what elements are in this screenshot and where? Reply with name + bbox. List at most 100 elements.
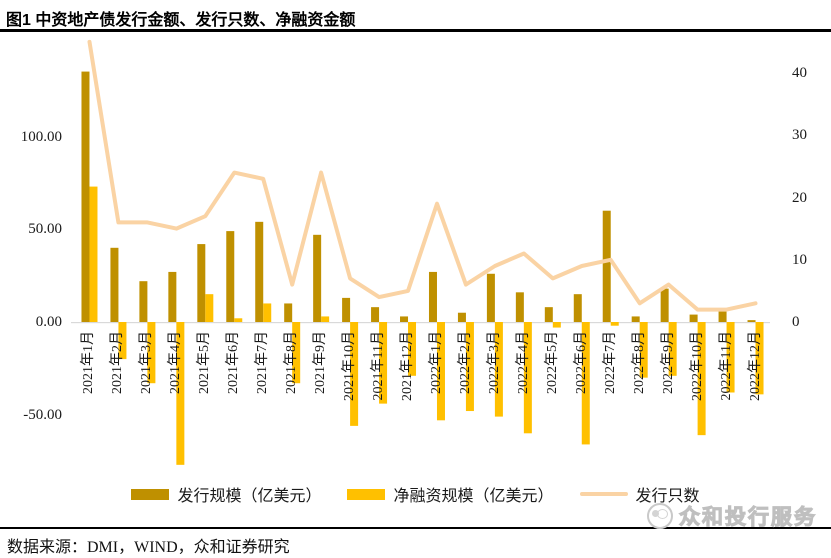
net-financing-bar [668, 322, 677, 376]
data-source-note: 数据来源：DMI，WIND，众和证券研究 [7, 539, 290, 556]
issuance-bar [718, 309, 727, 322]
x-axis-label: 2022年2月 [457, 331, 473, 394]
net-financing-bar [494, 322, 503, 417]
x-axis-label: 2022年3月 [486, 331, 502, 394]
issuance-bar [689, 314, 698, 322]
right-axis-tick: 20 [792, 189, 807, 206]
x-axis-label: 2021年4月 [168, 331, 184, 394]
left-axis-tick: 100.00 [20, 128, 62, 145]
net-financing-bar [263, 303, 272, 322]
net-financing-bar [697, 322, 706, 436]
footer-rule [0, 527, 831, 529]
x-axis-label: 2022年10月 [689, 331, 705, 401]
x-axis-label: 2022年9月 [660, 331, 676, 394]
x-axis-label: 2022年5月 [544, 331, 560, 394]
issuance-bar [486, 273, 495, 322]
net-financing-bar [726, 322, 735, 393]
issuance-bar [400, 316, 409, 322]
net-financing-bar [755, 322, 764, 395]
net-financing-bar [118, 322, 127, 360]
net-financing-bar [147, 322, 156, 384]
x-axis-label: 2021年6月 [226, 331, 242, 394]
legend-item-issue-count: 发行只数 [579, 482, 700, 506]
net-financing-bar [465, 322, 474, 412]
net-financing-bar [610, 322, 619, 326]
zhonghe-watermark-text: 众和投行服务 [679, 506, 817, 530]
issuance-bar [110, 247, 119, 322]
issuance-bar [457, 312, 466, 322]
issuance-bar [544, 307, 553, 322]
x-axis-label: 2022年7月 [602, 331, 618, 394]
x-axis-label: 2022年8月 [631, 331, 647, 394]
issuance-bar [313, 234, 322, 322]
x-axis-label: 2022年12月 [747, 331, 763, 401]
issuance-bar [515, 292, 524, 322]
net-financing-bar [552, 322, 561, 328]
issuance-bar [81, 71, 90, 322]
x-axis-label: 2021年2月 [110, 331, 126, 394]
legend-item-net-financing: 净融资规模（亿美元） [347, 482, 554, 506]
title-underline [0, 29, 831, 32]
legend-label-issuance: 发行规模（亿美元） [177, 488, 322, 505]
x-axis-label: 2021年8月 [284, 331, 300, 394]
zhonghe-logo-icon [647, 503, 673, 529]
x-axis-label: 2022年11月 [718, 331, 734, 401]
legend-label-net-financing: 净融资规模（亿美元） [393, 488, 554, 505]
x-axis-label: 2021年11月 [371, 331, 387, 401]
x-axis-label: 2022年6月 [573, 331, 589, 394]
issuance-bar [226, 231, 235, 322]
issuance-bar [747, 320, 756, 322]
net-financing-bar [205, 294, 214, 322]
issuance-bar [371, 307, 380, 322]
issue-count-line [87, 39, 758, 312]
issuance-bar [631, 316, 640, 322]
zero-axis-line [71, 322, 770, 324]
x-axis-label: 2022年1月 [428, 331, 444, 394]
x-axis-label: 2021年12月 [400, 331, 416, 401]
net-financing-bar [639, 322, 648, 378]
issuance-bar [284, 303, 293, 322]
net-financing-bar [436, 322, 445, 421]
issuance-bar [602, 210, 611, 322]
issuance-bar [573, 294, 582, 322]
net-financing-bar [321, 316, 330, 322]
net-financing-bar [292, 322, 301, 384]
left-axis-tick: 0.00 [35, 314, 62, 330]
net-financing-bar [234, 318, 243, 322]
net-financing-bar [176, 322, 185, 465]
x-axis-label: 2021年10月 [342, 331, 358, 401]
chart-legend: 发行规模（亿美元） 净融资规模（亿美元） 发行只数 [0, 482, 831, 506]
issuance-bar [197, 244, 206, 322]
x-axis-label: 2021年7月 [255, 331, 271, 394]
net-financing-bar [581, 322, 590, 445]
issuance-bar-swatch [131, 488, 170, 500]
x-axis-label: 2022年4月 [515, 331, 531, 394]
net-financing-bar [523, 322, 532, 434]
x-axis-label: 2021年5月 [197, 331, 213, 394]
right-axis-tick: 10 [792, 251, 807, 268]
issuance-bar [660, 288, 669, 322]
issuance-bar [342, 297, 351, 322]
right-axis-tick: 40 [792, 65, 807, 81]
chart-title: 图1 中资地产债发行金额、发行只数、净融资金额 [6, 12, 356, 29]
x-axis-label: 2021年9月 [313, 331, 329, 394]
right-axis-tick: 30 [792, 127, 807, 144]
net-financing-bar [408, 322, 417, 376]
x-axis-label: 2021年1月 [81, 331, 97, 394]
issue-count-line-swatch [579, 492, 628, 496]
net-financing-bar [350, 322, 359, 426]
right-axis-tick: 0 [792, 314, 800, 330]
net-financing-bar [89, 186, 98, 322]
legend-item-issuance: 发行规模（亿美元） [131, 482, 321, 506]
issuance-bar [139, 281, 148, 322]
issuance-bar [428, 271, 437, 322]
zhonghe-watermark: 众和投行服务 [647, 501, 817, 531]
x-axis-label: 2021年3月 [139, 331, 155, 394]
issuance-bar [255, 221, 264, 322]
net-financing-bar [379, 322, 388, 404]
left-axis-tick: 50.00 [28, 221, 62, 238]
net-financing-bar-swatch [347, 488, 386, 500]
